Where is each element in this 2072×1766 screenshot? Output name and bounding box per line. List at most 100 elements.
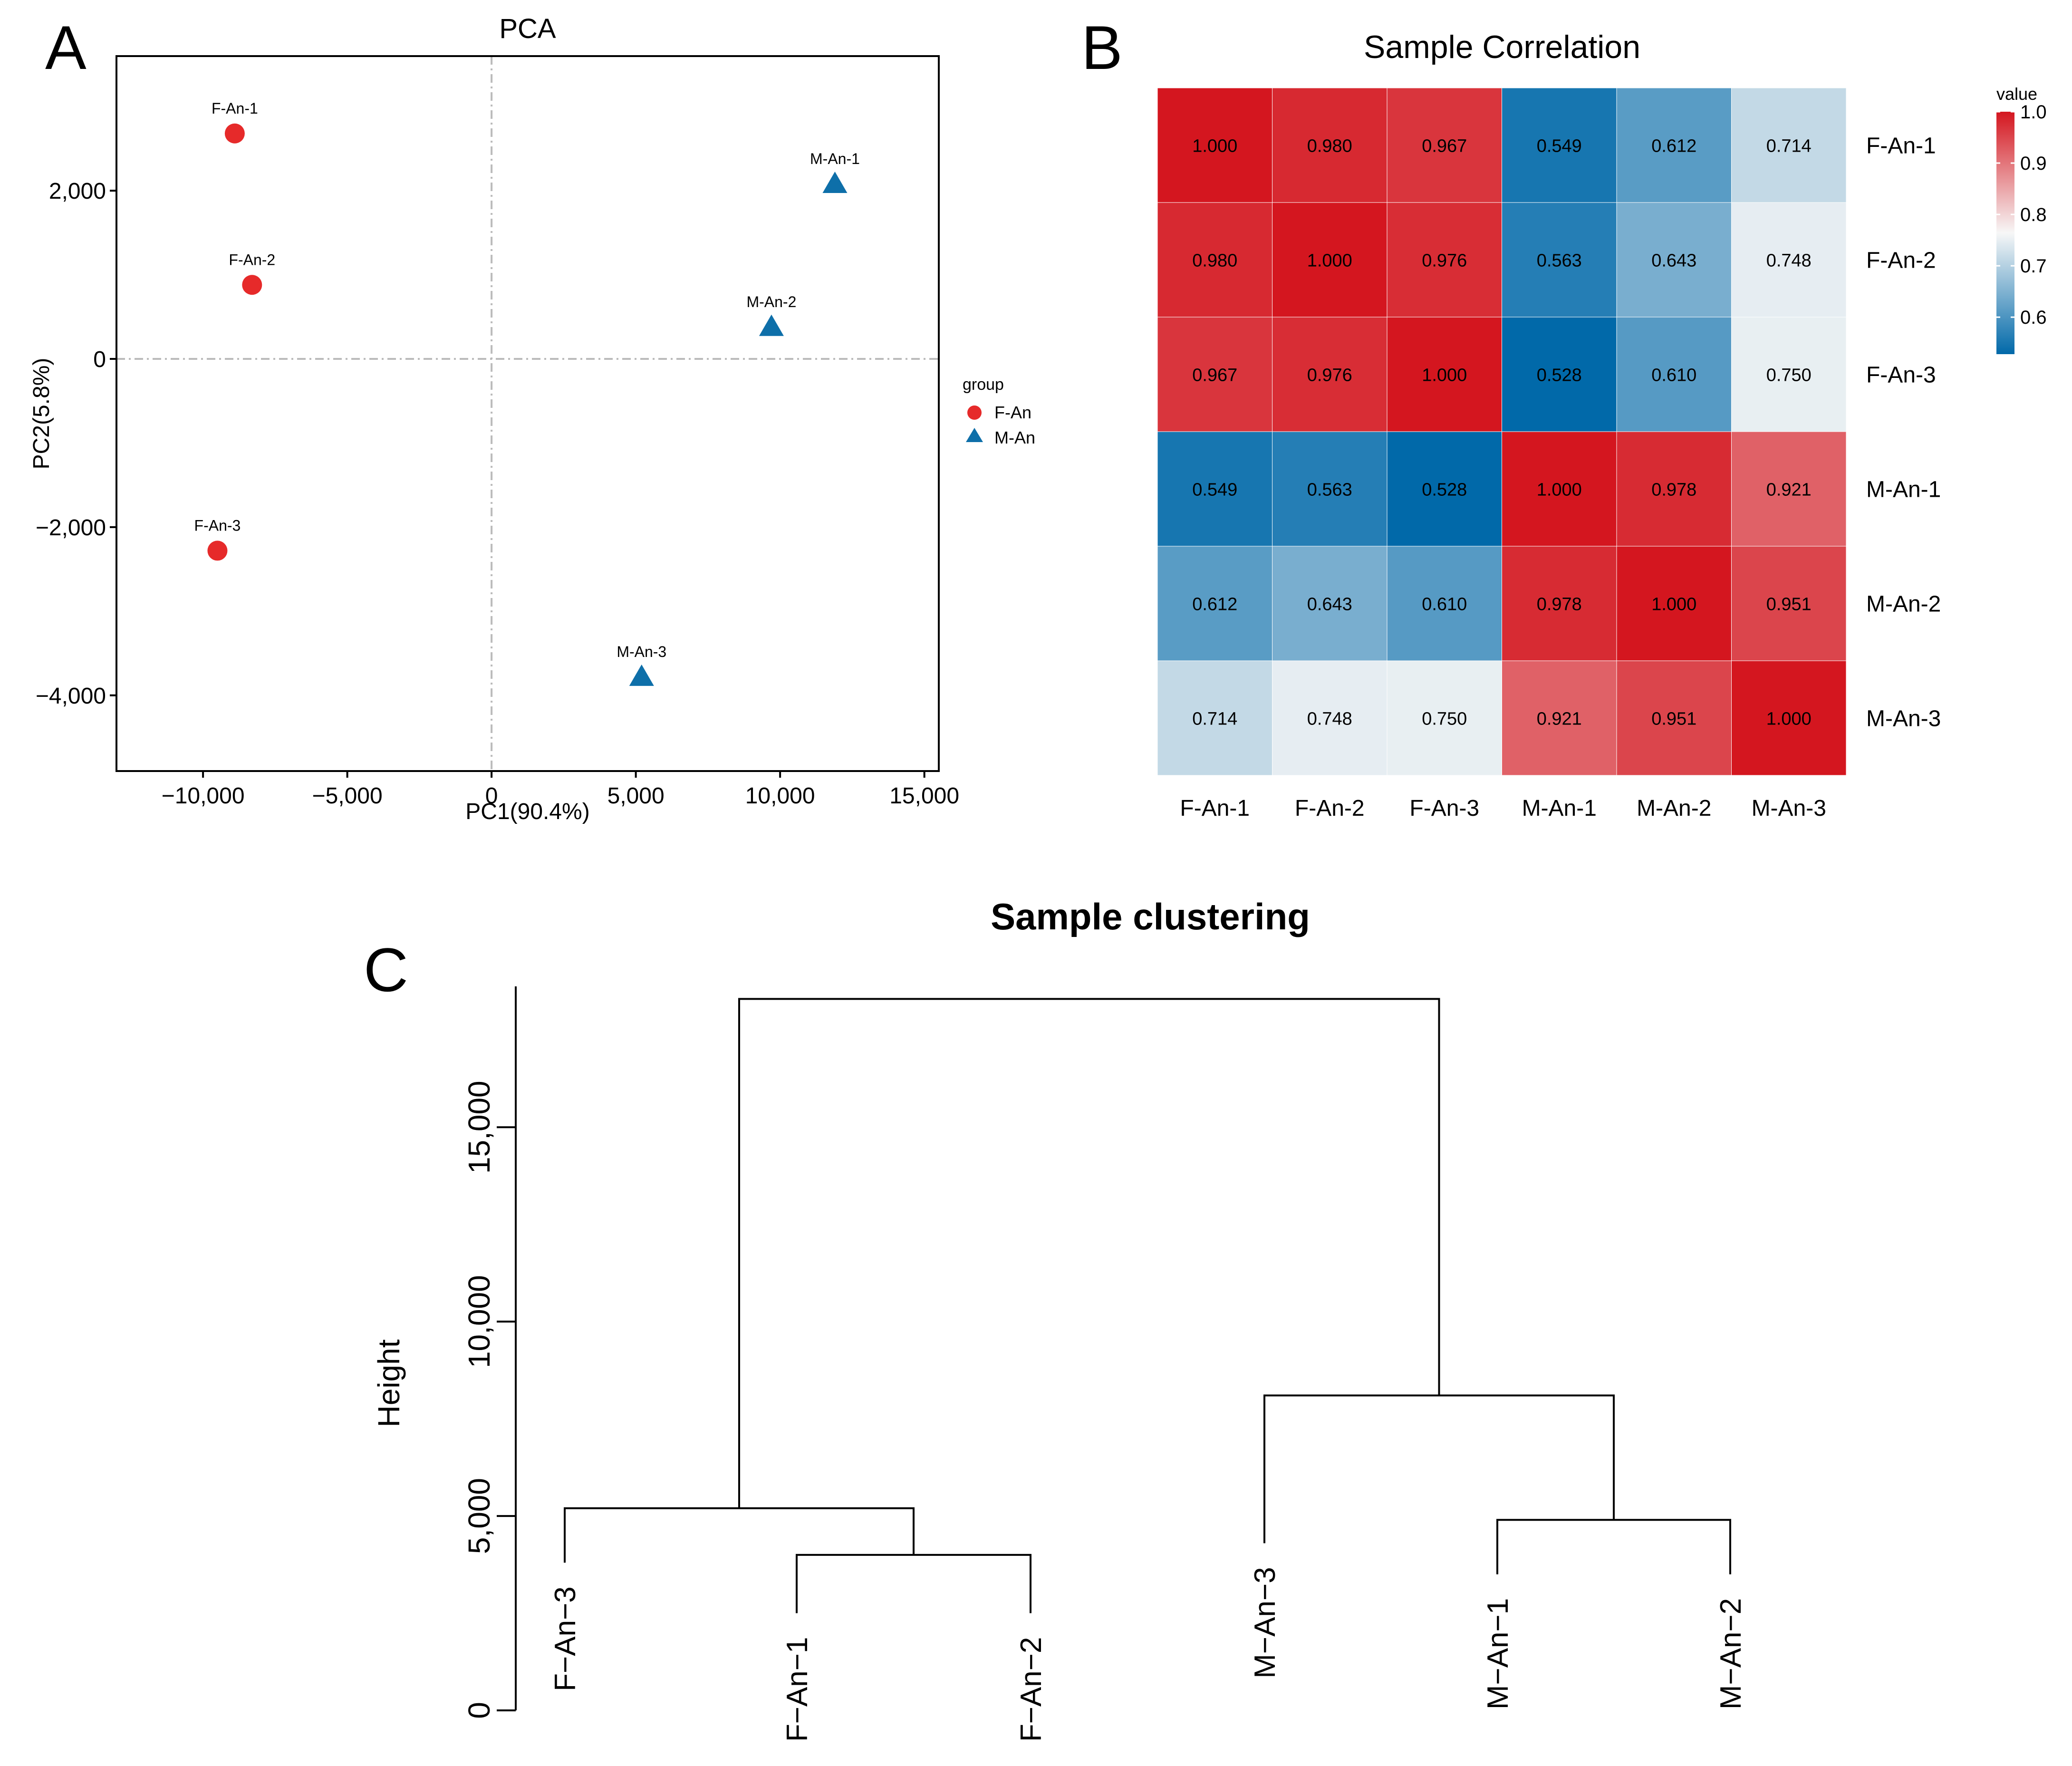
heatmap-cell-value: 0.610 [1422, 595, 1467, 615]
pca-x-tick-label: 10,000 [745, 783, 815, 809]
pca-plot-frame [116, 55, 940, 772]
dendrogram-y-tick-label: 5,000 [462, 1478, 496, 1554]
pca-y-tick-label: −2,000 [36, 515, 106, 540]
pca-ylabel: PC2(5.8%) [29, 358, 54, 470]
dendrogram-branch [1263, 1394, 1615, 1544]
heatmap-cell-value: 1.000 [1537, 480, 1582, 500]
dendrogram-branch [1496, 1519, 1731, 1574]
heatmap-cell-value: 0.643 [1307, 595, 1352, 615]
heatmap-cell [1731, 202, 1847, 318]
heatmap-cell [1387, 660, 1502, 776]
dendrogram-branch [738, 998, 1440, 1508]
heatmap-cell-value: 1.000 [1766, 709, 1812, 729]
heatmap-cell-value: 0.610 [1651, 366, 1696, 386]
heatmap-cell-value: 0.976 [1307, 366, 1352, 386]
dendrogram-leaf-label: M−An−2 [1715, 1598, 1747, 1709]
heatmap-row-label: F-An-3 [1866, 363, 1936, 388]
heatmap-cell [1731, 87, 1847, 203]
dendrogram-leaf-label: M−An−3 [1249, 1567, 1282, 1678]
pca-x-tick-label: 15,000 [889, 783, 959, 809]
heatmap-col-label: F-An-3 [1409, 796, 1479, 821]
heatmap-cell [1502, 660, 1617, 776]
dendrogram-y-tick-label: 10,000 [462, 1275, 496, 1368]
heatmap-cell-value: 0.967 [1422, 136, 1467, 156]
heatmap-col-label: M-An-3 [1752, 796, 1826, 821]
pca-x-tick-label: 0 [485, 783, 498, 809]
dendrogram-branch [796, 1554, 1031, 1613]
colorbar-tick-label: 0.7 [2020, 256, 2047, 277]
colorbar-tick-label: 0.9 [2020, 153, 2047, 174]
heatmap-cell-value: 0.951 [1651, 709, 1696, 729]
pca-legend-title: group [963, 376, 1004, 394]
pca-y-tick-label: −4,000 [36, 684, 106, 709]
pca-x-tick-label: −5,000 [312, 783, 383, 809]
pca-point-label: F-An-2 [229, 251, 275, 268]
colorbar-tick-label: 1.0 [2020, 102, 2047, 123]
panel-label-a: A [45, 13, 87, 82]
heatmap-cell [1272, 317, 1388, 432]
colorbar [1996, 112, 2014, 354]
pca-x-tick-label: −10,000 [162, 783, 245, 809]
heatmap-row-label: M-An-2 [1866, 592, 1941, 617]
heatmap-cell [1272, 431, 1388, 547]
pca-y-tick-label: 0 [93, 347, 106, 372]
heatmap-cell-value: 0.750 [1422, 709, 1467, 729]
heatmap-cell-value: 1.000 [1192, 136, 1237, 156]
heatmap-cell-value: 0.978 [1537, 595, 1582, 615]
pca-chart: PCA PC1(90.4%) PC2(5.8%) group F-An M-An… [29, 13, 1035, 824]
heatmap-cell-value: 0.976 [1422, 251, 1467, 271]
heatmap-cell [1387, 546, 1502, 661]
heatmap-cell-value: 0.528 [1422, 480, 1467, 500]
dendrogram-leaf-label: F−An−2 [1015, 1637, 1048, 1742]
heatmap-cell [1502, 87, 1617, 203]
heatmap-cell [1502, 317, 1617, 432]
heatmap-cell-value: 0.612 [1192, 595, 1237, 615]
heatmap-cell-value: 1.000 [1307, 251, 1352, 271]
heatmap-col-label: F-An-1 [1180, 796, 1250, 821]
heatmap-cell-value: 0.714 [1192, 709, 1237, 729]
clustering-dendrogram: Sample clustering Height 0 5,000 10,000 15,… [372, 896, 1747, 1742]
heatmap-cell [1157, 660, 1272, 776]
pca-legend-marker-f [967, 405, 982, 420]
panel-label-c: C [364, 935, 408, 1004]
dendrogram-leaf-label: M−An−1 [1482, 1598, 1514, 1709]
heatmap-cell-value: 0.748 [1766, 251, 1812, 271]
heatmap-cell [1502, 202, 1617, 318]
heatmap-cell [1387, 317, 1502, 432]
heatmap-cell [1731, 431, 1847, 547]
heatmap-cell-value: 0.750 [1766, 366, 1812, 386]
heatmap-cell-value: 0.714 [1766, 136, 1812, 156]
colorbar-tick-label: 0.8 [2020, 204, 2047, 225]
heatmap-cell-value: 1.000 [1422, 366, 1467, 386]
heatmap-cell-value: 1.000 [1651, 595, 1696, 615]
heatmap-cell-value: 0.921 [1766, 480, 1812, 500]
heatmap-cell-value: 0.563 [1307, 480, 1352, 500]
heatmap-cell [1157, 431, 1272, 547]
pca-point-label: M-An-1 [810, 150, 860, 167]
heatmap-cell [1616, 317, 1732, 432]
dendrogram-leaf-label: F−An−3 [549, 1586, 582, 1691]
dendrogram-title: Sample clustering [991, 896, 1310, 937]
heatmap-cell-value: 0.612 [1651, 136, 1696, 156]
heatmap-cell-value: 0.967 [1192, 366, 1237, 386]
heatmap-cell [1502, 431, 1617, 547]
pca-point-m-an-2 [759, 314, 784, 336]
heatmap-cell [1616, 660, 1732, 776]
heatmap-cell [1157, 202, 1272, 318]
dendrogram-ylabel: Height [372, 1339, 406, 1427]
pca-xlabel: PC1(90.4%) [465, 799, 589, 824]
heatmap-cell-value: 0.643 [1651, 251, 1696, 271]
pca-y-tick-label: 2,000 [49, 179, 106, 204]
heatmap-cell [1616, 87, 1732, 203]
pca-legend-marker-m [966, 428, 983, 442]
heatmap-cell [1616, 431, 1732, 547]
heatmap-cell-value: 0.528 [1537, 366, 1582, 386]
pca-point-label: F-An-3 [194, 517, 241, 534]
heatmap-cell-value: 0.549 [1537, 136, 1582, 156]
colorbar-tick-label: 0.6 [2020, 307, 2047, 328]
pca-legend-label-f: F-An [994, 403, 1031, 422]
heatmap-cell-value: 0.978 [1651, 480, 1696, 500]
heatmap-cell-value: 0.748 [1307, 709, 1352, 729]
heatmap-cell-value: 0.563 [1537, 251, 1582, 271]
heatmap-col-label: M-An-2 [1637, 796, 1711, 821]
